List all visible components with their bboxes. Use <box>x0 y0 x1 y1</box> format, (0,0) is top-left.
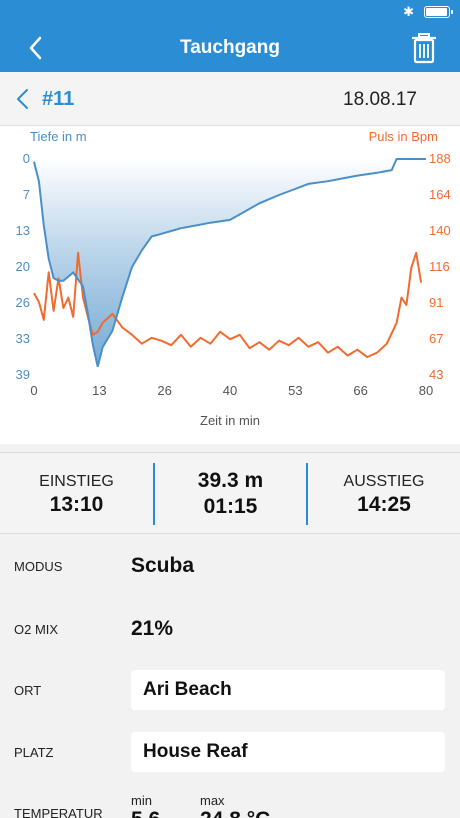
stat-divider <box>153 463 155 525</box>
site-value: House Reaf <box>143 741 248 762</box>
exit-time: 14:25 <box>357 493 411 516</box>
y-right-tick-label: 164 <box>429 187 451 202</box>
duration: 01:15 <box>203 495 258 518</box>
y-right-tick-label: 67 <box>429 331 444 346</box>
site-label: PLATZ <box>14 745 54 760</box>
y-right-tick-label: 91 <box>429 295 444 310</box>
x-tick-label: 40 <box>222 383 238 398</box>
temp-max-value[interactable]: 24.8 °C <box>200 808 270 818</box>
trash-icon[interactable] <box>410 32 438 64</box>
place-value: Ari Beach <box>143 679 232 700</box>
x-tick-label: 66 <box>353 383 368 398</box>
x-tick-label: 13 <box>92 383 107 398</box>
entry-time: 13:10 <box>49 493 104 516</box>
dive-date: 18.08.17 <box>343 89 417 110</box>
temp-min-label: min <box>131 793 152 808</box>
mode-label: MODUS <box>14 559 63 574</box>
place-field[interactable]: Ari Beach <box>131 670 445 710</box>
y-left-tick-label: 26 <box>15 295 30 310</box>
max-depth: 39.3 m <box>197 469 264 492</box>
pulse-series-line <box>33 251 423 359</box>
y-right-tick-label: 43 <box>429 367 444 382</box>
x-tick-label: 53 <box>288 383 303 398</box>
o2-label: O2 MIX <box>14 622 59 637</box>
exit-label: AUSSTIEG <box>343 473 425 490</box>
temp-max-label: max <box>200 793 225 808</box>
bluetooth-icon: ✱ <box>403 4 414 19</box>
depth-area <box>34 159 426 367</box>
dive-stats: EINSTIEG 13:10 39.3 m 01:15 AUSSTIEG 14:… <box>0 452 460 534</box>
dive-header: #11 18.08.17 <box>0 72 460 126</box>
back-arrow-icon[interactable] <box>22 34 50 62</box>
y-axis-right-title: Puls in Bpm <box>368 129 438 144</box>
y-left-tick-label: 13 <box>15 223 30 238</box>
y-right-tick-label: 140 <box>429 223 451 238</box>
previous-dive-icon[interactable] <box>14 87 30 111</box>
x-tick-label: 0 <box>30 383 38 398</box>
o2-value[interactable]: 21% <box>131 617 174 640</box>
site-field[interactable]: House Reaf <box>131 732 445 772</box>
depth-duration-stat: 39.3 m 01:15 <box>155 453 306 535</box>
battery-icon <box>424 6 453 18</box>
temperature-label: TEMPERATUR <box>14 806 103 818</box>
y-left-tick-label: 0 <box>22 151 30 166</box>
stat-divider <box>306 463 308 525</box>
nav-bar: Tauchgang <box>0 24 460 72</box>
x-axis-title: Zeit in min <box>200 413 260 428</box>
status-bar: ✱ <box>0 0 460 24</box>
dive-details: MODUS Scuba O2 MIX 21% ORT Ari Beach PLA… <box>0 534 460 818</box>
entry-stat: EINSTIEG 13:10 <box>0 453 153 535</box>
page-title: Tauchgang <box>180 37 280 58</box>
y-left-tick-label: 7 <box>22 187 30 202</box>
y-right-tick-label: 188 <box>429 151 451 166</box>
mode-value[interactable]: Scuba <box>131 554 195 577</box>
x-tick-label: 26 <box>157 383 172 398</box>
temp-min-value[interactable]: 5.6 <box>131 808 160 818</box>
exit-stat: AUSSTIEG 14:25 <box>308 453 460 535</box>
y-right-tick-label: 116 <box>429 259 450 274</box>
y-left-tick-label: 20 <box>15 259 30 274</box>
dive-number: #11 <box>42 88 75 110</box>
y-left-tick-label: 33 <box>15 331 30 346</box>
y-axis-left-title: Tiefe in m <box>30 129 87 144</box>
dive-chart: Tiefe in m Puls in Bpm 0 7 13 20 26 33 39 188 16… <box>0 126 460 444</box>
place-label: ORT <box>14 683 42 698</box>
chart-plot <box>33 158 426 367</box>
depth-series-line <box>33 158 426 367</box>
y-left-tick-label: 39 <box>15 367 30 382</box>
x-tick-label: 80 <box>418 383 434 398</box>
entry-label: EINSTIEG <box>39 473 114 490</box>
